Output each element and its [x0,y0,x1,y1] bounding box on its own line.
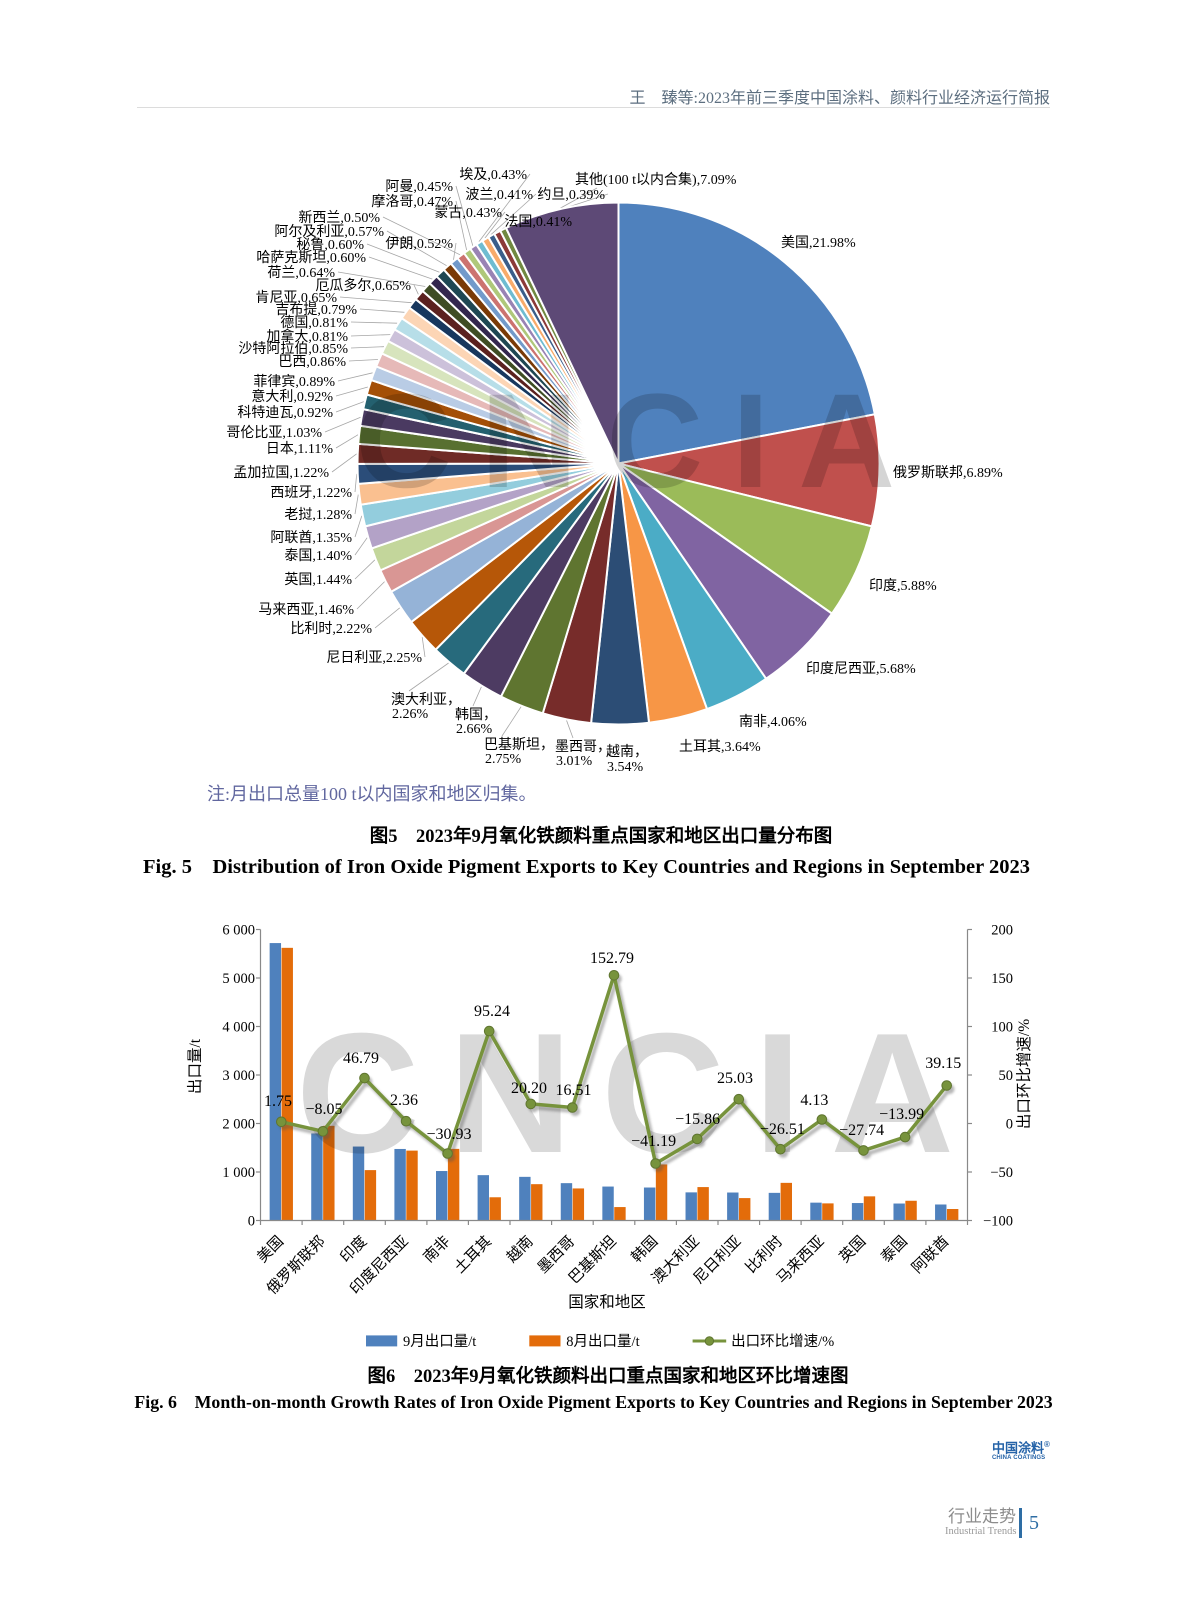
svg-text:韩国，: 韩国， [455,707,497,723]
svg-text:出口量/t: 出口量/t [186,1038,204,1094]
svg-text:9月出口量/t: 9月出口量/t [403,1333,476,1350]
svg-text:−8.05: −8.05 [305,1101,342,1118]
svg-text:哈萨克斯坦,0.60%: 哈萨克斯坦,0.60% [256,250,366,266]
svg-text:墨西哥，: 墨西哥， [555,740,611,755]
svg-text:−26.51: −26.51 [760,1121,805,1138]
svg-text:英国: 英国 [835,1232,869,1266]
svg-text:巴基斯坦，: 巴基斯坦， [484,736,554,753]
svg-text:美国: 美国 [254,1233,287,1266]
svg-text:−100: −100 [983,1214,1013,1230]
svg-text:3.01%: 3.01% [556,754,593,769]
svg-text:土耳其: 土耳其 [451,1233,495,1277]
svg-text:阿联酋,1.35%: 阿联酋,1.35% [270,529,352,546]
svg-text:其他(100 t以内合集),7.09%: 其他(100 t以内合集),7.09% [575,171,737,188]
svg-text:泰国,1.40%: 泰国,1.40% [284,548,352,564]
svg-text:200: 200 [991,923,1013,939]
svg-text:出口环比增速/%: 出口环比增速/% [731,1333,834,1350]
svg-text:孟加拉国,1.22%: 孟加拉国,1.22% [233,465,329,481]
svg-text:埃及,0.43%: 埃及,0.43% [459,167,527,183]
svg-text:阿尔及利亚,0.57%: 阿尔及利亚,0.57% [274,224,384,240]
svg-text:50: 50 [999,1068,1014,1084]
svg-text:意大利,0.92%: 意大利,0.92% [251,388,333,405]
svg-text:哥伦比亚,1.03%: 哥伦比亚,1.03% [226,425,322,441]
svg-text:美国,21.98%: 美国,21.98% [781,235,856,251]
svg-text:土耳其,3.64%: 土耳其,3.64% [679,739,761,755]
svg-text:46.79: 46.79 [343,1050,379,1067]
svg-text:秘鲁,0.60%: 秘鲁,0.60% [296,237,364,253]
svg-text:出口环比增速/%: 出口环比增速/% [1015,1019,1033,1129]
svg-text:新西兰,0.50%: 新西兰,0.50% [298,210,380,226]
svg-text:国家和地区: 国家和地区 [568,1293,646,1311]
svg-text:科特迪瓦,0.92%: 科特迪瓦,0.92% [237,405,333,421]
svg-text:20.20: 20.20 [511,1080,547,1097]
svg-text:蒙古,0.43%: 蒙古,0.43% [434,205,502,221]
svg-text:39.15: 39.15 [925,1055,961,1072]
svg-text:100: 100 [991,1020,1013,1036]
svg-text:厄瓜多尔,0.65%: 厄瓜多尔,0.65% [315,277,411,294]
svg-text:3 000: 3 000 [222,1068,255,1084]
svg-text:肯尼亚,0.65%: 肯尼亚,0.65% [255,290,337,306]
svg-text:波兰,0.41%: 波兰,0.41% [465,187,533,203]
svg-text:越南，: 越南， [606,744,648,760]
svg-text:沙特阿拉伯,0.85%: 沙特阿拉伯,0.85% [238,341,348,357]
svg-text:摩洛哥,0.47%: 摩洛哥,0.47% [371,193,453,210]
svg-text:印度尼西亚,5.68%: 印度尼西亚,5.68% [806,661,916,677]
svg-text:−41.19: −41.19 [631,1133,676,1150]
svg-text:150: 150 [991,971,1013,987]
svg-text:4.13: 4.13 [800,1092,828,1109]
svg-text:马来西亚,1.46%: 马来西亚,1.46% [258,602,354,618]
svg-text:日本,1.11%: 日本,1.11% [266,441,333,457]
svg-text:−15.86: −15.86 [675,1111,720,1128]
svg-text:8月出口量/t: 8月出口量/t [566,1333,639,1350]
svg-text:英国,1.44%: 英国,1.44% [284,571,352,588]
svg-text:阿曼,0.45%: 阿曼,0.45% [385,179,453,195]
svg-text:比利时,2.22%: 比利时,2.22% [290,621,372,637]
svg-text:韩国: 韩国 [628,1233,661,1266]
svg-text:1 000: 1 000 [222,1165,255,1181]
svg-text:152.79: 152.79 [590,950,634,967]
svg-text:南非: 南非 [420,1233,453,1266]
svg-text:2.75%: 2.75% [485,752,522,767]
svg-text:CNCIA: CNCIA [355,367,895,516]
svg-text:0: 0 [248,1214,255,1230]
svg-text:德国,0.81%: 德国,0.81% [280,315,348,331]
svg-text:巴西,0.86%: 巴西,0.86% [278,355,346,370]
svg-text:加拿大,0.81%: 加拿大,0.81% [266,328,348,345]
svg-text:约旦,0.39%: 约旦,0.39% [537,187,605,203]
svg-text:澳大利亚，: 澳大利亚， [391,692,461,708]
svg-text:2.66%: 2.66% [456,722,493,737]
svg-text:伊朗,0.52%: 伊朗,0.52% [385,236,453,252]
svg-text:5 000: 5 000 [222,971,255,987]
svg-text:尼日利亚,2.25%: 尼日利亚,2.25% [326,650,422,666]
svg-text:泰国: 泰国 [878,1233,911,1266]
svg-text:荷兰,0.64%: 荷兰,0.64% [267,265,335,281]
svg-text:菲律宾,0.89%: 菲律宾,0.89% [253,374,335,390]
svg-text:老挝,1.28%: 老挝,1.28% [284,507,352,523]
svg-text:−27.74: −27.74 [839,1122,884,1139]
svg-text:印度,5.88%: 印度,5.88% [869,578,937,594]
svg-text:2.36: 2.36 [390,1092,418,1109]
svg-text:吉布提,0.79%: 吉布提,0.79% [275,302,357,318]
svg-text:−50: −50 [990,1165,1013,1181]
svg-text:西班牙,1.22%: 西班牙,1.22% [270,485,352,501]
svg-text:越南: 越南 [503,1233,536,1266]
svg-text:−30.93: −30.93 [426,1126,471,1143]
svg-text:阿联酋: 阿联酋 [908,1232,953,1277]
svg-text:印度: 印度 [337,1233,370,1266]
svg-text:95.24: 95.24 [474,1003,510,1020]
svg-text:−13.99: −13.99 [879,1106,924,1123]
svg-text:4 000: 4 000 [222,1020,255,1036]
svg-text:法国,0.41%: 法国,0.41% [504,214,572,230]
svg-text:南非,4.06%: 南非,4.06% [739,714,807,730]
svg-text:16.51: 16.51 [556,1082,592,1099]
svg-text:2 000: 2 000 [222,1117,255,1133]
svg-text:6 000: 6 000 [222,923,255,939]
svg-text:0: 0 [1006,1117,1013,1133]
svg-text:1.75: 1.75 [264,1093,292,1110]
svg-text:3.54%: 3.54% [607,760,644,775]
svg-text:俄罗斯联邦,6.89%: 俄罗斯联邦,6.89% [893,465,1003,481]
svg-text:25.03: 25.03 [717,1070,753,1087]
svg-text:2.26%: 2.26% [392,707,429,722]
